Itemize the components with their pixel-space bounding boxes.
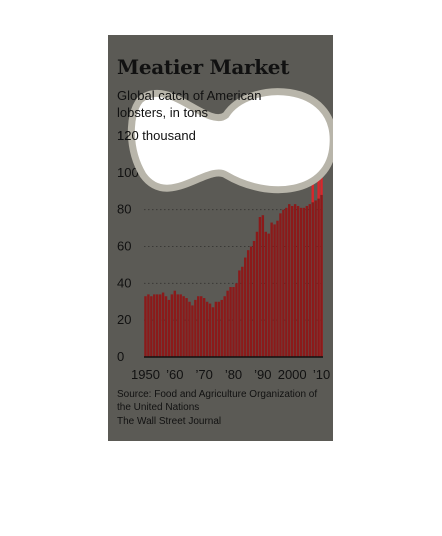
bar (223, 296, 226, 357)
y-tick-label: 80 (117, 202, 131, 217)
x-tick-label: 1950 (131, 367, 160, 382)
bar (299, 207, 303, 357)
y-tick-label: 60 (117, 239, 131, 254)
y-tick-label: 20 (117, 312, 131, 327)
bar (302, 207, 306, 357)
source-note: Source: Food and Agriculture Organizatio… (117, 389, 318, 413)
bar (167, 299, 171, 357)
bar (311, 202, 314, 357)
bar (220, 299, 223, 357)
bar (273, 224, 276, 357)
y-tick-label: 100 (117, 165, 139, 180)
bar (202, 298, 206, 357)
bar (255, 231, 259, 357)
bar (173, 290, 177, 357)
x-tick-label: ’70 (195, 367, 212, 382)
bar (264, 231, 267, 357)
bar (158, 294, 162, 357)
bar (320, 194, 323, 357)
bar (188, 301, 191, 357)
bar (179, 294, 182, 357)
chart-subtitle: Global catch of American lobsters, in to… (117, 88, 262, 120)
bar (194, 299, 197, 357)
bar (161, 292, 165, 357)
bar (208, 303, 212, 357)
bar (147, 294, 150, 357)
bar (285, 207, 288, 357)
bar (241, 266, 244, 357)
bar (164, 296, 168, 357)
x-tick-label: ’90 (254, 367, 271, 382)
bar (314, 200, 317, 357)
bar (290, 205, 294, 357)
bar (150, 296, 153, 357)
bar (170, 294, 174, 357)
bar (205, 301, 209, 357)
bar (200, 296, 203, 357)
publisher-credit: The Wall Street Journal (117, 416, 222, 427)
bar (305, 205, 309, 357)
bar (258, 217, 262, 357)
bar (185, 298, 188, 357)
bar (249, 246, 253, 357)
x-tick-label: ’60 (166, 367, 183, 382)
bar (217, 301, 221, 357)
bar (144, 296, 147, 357)
bar (308, 204, 311, 357)
bar (288, 204, 291, 357)
bar (229, 287, 232, 357)
bar (279, 213, 282, 357)
bar (153, 294, 156, 357)
bar (270, 222, 273, 357)
bar (211, 307, 215, 357)
chart-card: 0 20 40 60 80 100 120 1950’60’70’80’90 2000’10 12… (108, 35, 333, 441)
y-tick-label: 40 (117, 275, 131, 290)
bar (156, 294, 159, 357)
bar (238, 270, 241, 357)
bar (276, 220, 279, 357)
bar (282, 209, 285, 357)
chart-title: Meatier Market (117, 55, 290, 79)
bar (235, 283, 238, 357)
bar (191, 305, 194, 357)
x-tick-label: 2000 (278, 367, 307, 382)
bar (197, 296, 200, 357)
bar (293, 204, 297, 357)
bar (267, 233, 270, 357)
x-tick-label: ’10 (313, 367, 330, 382)
bar (252, 240, 256, 357)
bar (296, 205, 300, 357)
bar (244, 257, 247, 357)
overlay-shape (127, 88, 333, 194)
bar (261, 215, 265, 357)
bar (317, 198, 320, 357)
bar (182, 296, 185, 357)
y-tick-label: 0 (117, 349, 124, 364)
y-unit-label: 120 thousand (117, 128, 196, 143)
bar (214, 301, 218, 357)
bar (226, 290, 229, 357)
bar (232, 287, 235, 357)
bar (176, 294, 179, 357)
x-tick-label: ’80 (225, 367, 242, 382)
bar (246, 250, 250, 357)
